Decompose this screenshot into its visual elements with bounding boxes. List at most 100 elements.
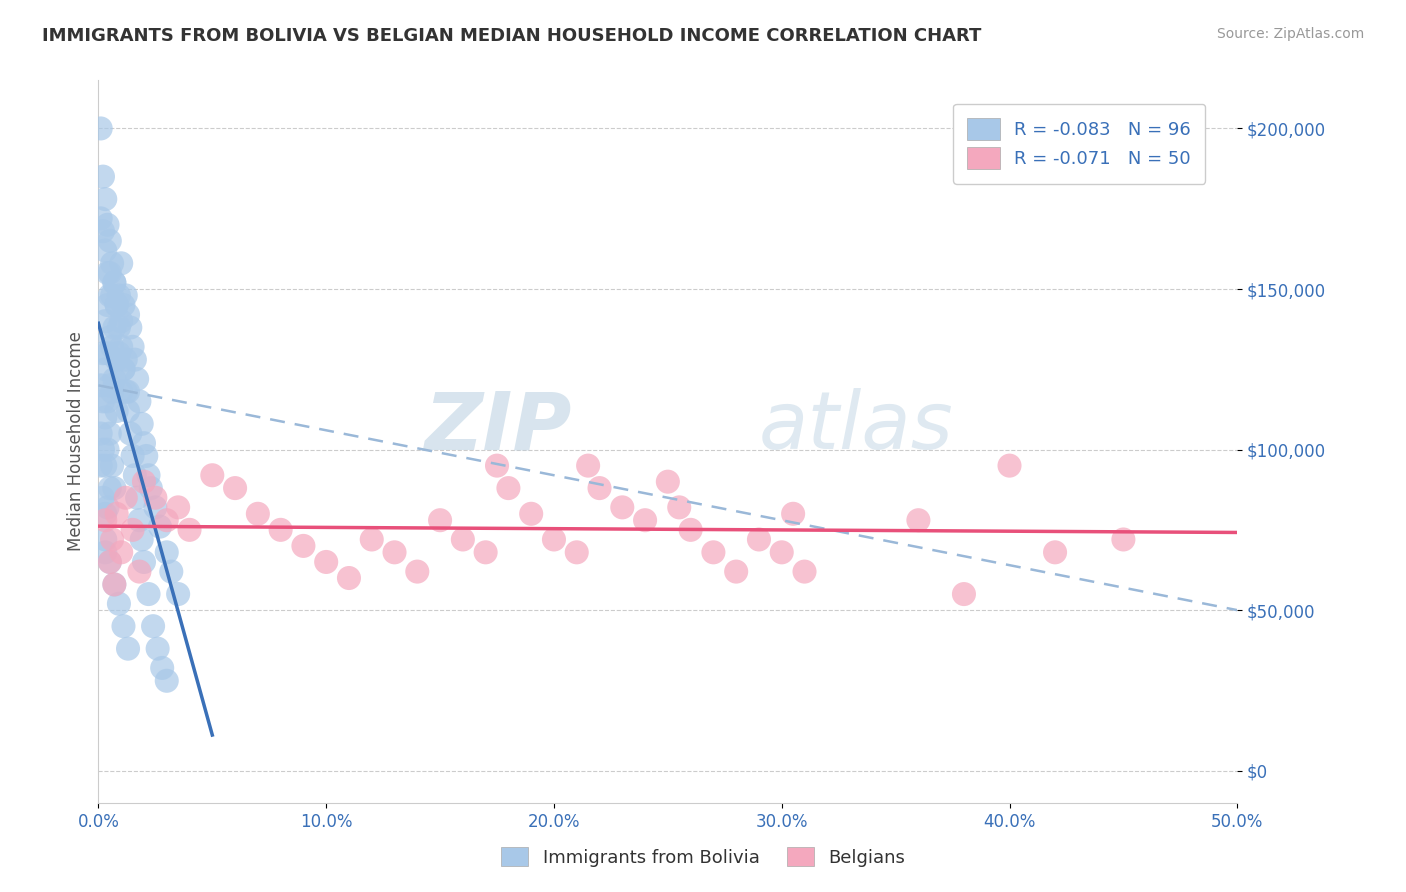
Point (139, 481, 162, 495)
Point (156, 545, 179, 559)
Point (112, 362, 135, 376)
Point (91, 224, 114, 238)
Point (105, 298, 128, 312)
Point (167, 500, 190, 515)
Point (474, 545, 496, 559)
Point (612, 500, 634, 515)
Point (90, 121, 112, 136)
Point (679, 523, 702, 537)
Point (770, 545, 793, 559)
Point (94, 410, 117, 425)
Point (145, 500, 167, 515)
Point (160, 565, 183, 579)
Point (114, 288, 136, 302)
Point (179, 523, 201, 537)
Point (360, 533, 382, 547)
Point (907, 513, 929, 527)
Point (96, 346, 118, 360)
Point (725, 565, 748, 579)
Point (103, 276, 125, 290)
Point (132, 475, 155, 489)
Point (114, 384, 136, 399)
Point (103, 276, 125, 290)
Point (998, 458, 1021, 473)
Point (337, 571, 360, 585)
Point (91, 394, 114, 409)
Point (110, 256, 132, 270)
Point (120, 426, 142, 441)
Point (793, 565, 815, 579)
Point (91, 442, 114, 457)
Point (124, 468, 146, 483)
Point (117, 641, 139, 656)
Point (98, 555, 121, 569)
Point (90, 378, 112, 392)
Point (103, 577, 125, 591)
Text: atlas: atlas (759, 388, 953, 467)
Point (127, 372, 149, 386)
Point (702, 545, 724, 559)
Point (565, 545, 588, 559)
Point (128, 565, 150, 579)
Point (94, 458, 117, 473)
Point (98, 426, 121, 441)
Point (782, 507, 804, 521)
Point (451, 533, 474, 547)
Point (132, 436, 155, 450)
Point (105, 352, 128, 367)
Text: IMMIGRANTS FROM BOLIVIA VS BELGIAN MEDIAN HOUSEHOLD INCOME CORRELATION CHART: IMMIGRANTS FROM BOLIVIA VS BELGIAN MEDIA… (42, 27, 981, 45)
Point (114, 491, 136, 505)
Point (96, 442, 118, 457)
Point (135, 449, 157, 463)
Point (224, 481, 246, 495)
Point (429, 513, 451, 527)
Point (953, 587, 976, 601)
Legend: R = -0.083   N = 96, R = -0.071   N = 50: R = -0.083 N = 96, R = -0.071 N = 50 (953, 103, 1205, 184)
Point (138, 587, 160, 601)
Point (94, 533, 117, 547)
Point (98, 330, 121, 344)
Point (101, 458, 124, 473)
Point (110, 340, 132, 354)
Point (131, 533, 153, 547)
Point (94, 244, 117, 258)
Point (105, 404, 128, 418)
Point (98, 266, 121, 280)
Point (117, 384, 139, 399)
Point (110, 314, 132, 328)
Point (110, 545, 132, 559)
Point (124, 352, 146, 367)
Point (121, 340, 143, 354)
Point (96, 266, 118, 280)
Point (121, 523, 143, 537)
Point (98, 234, 121, 248)
Point (98, 555, 121, 569)
Point (91, 169, 114, 184)
Point (114, 352, 136, 367)
Point (103, 320, 125, 334)
Point (634, 513, 657, 527)
Point (90, 458, 112, 473)
Point (110, 384, 132, 399)
Point (101, 256, 124, 270)
Point (91, 491, 114, 505)
Point (156, 673, 179, 688)
Point (246, 507, 269, 521)
Point (105, 507, 128, 521)
Point (292, 539, 315, 553)
Point (108, 597, 131, 611)
Point (543, 533, 565, 547)
Point (108, 346, 131, 360)
Text: Source: ZipAtlas.com: Source: ZipAtlas.com (1216, 27, 1364, 41)
Point (112, 619, 135, 633)
Point (101, 288, 124, 302)
Point (108, 288, 131, 302)
Point (201, 468, 224, 483)
Point (128, 513, 150, 527)
Point (101, 340, 124, 354)
Point (149, 519, 172, 533)
Point (117, 404, 139, 418)
Point (90, 211, 112, 226)
Legend: Immigrants from Bolivia, Belgians: Immigrants from Bolivia, Belgians (494, 840, 912, 874)
Point (96, 218, 118, 232)
